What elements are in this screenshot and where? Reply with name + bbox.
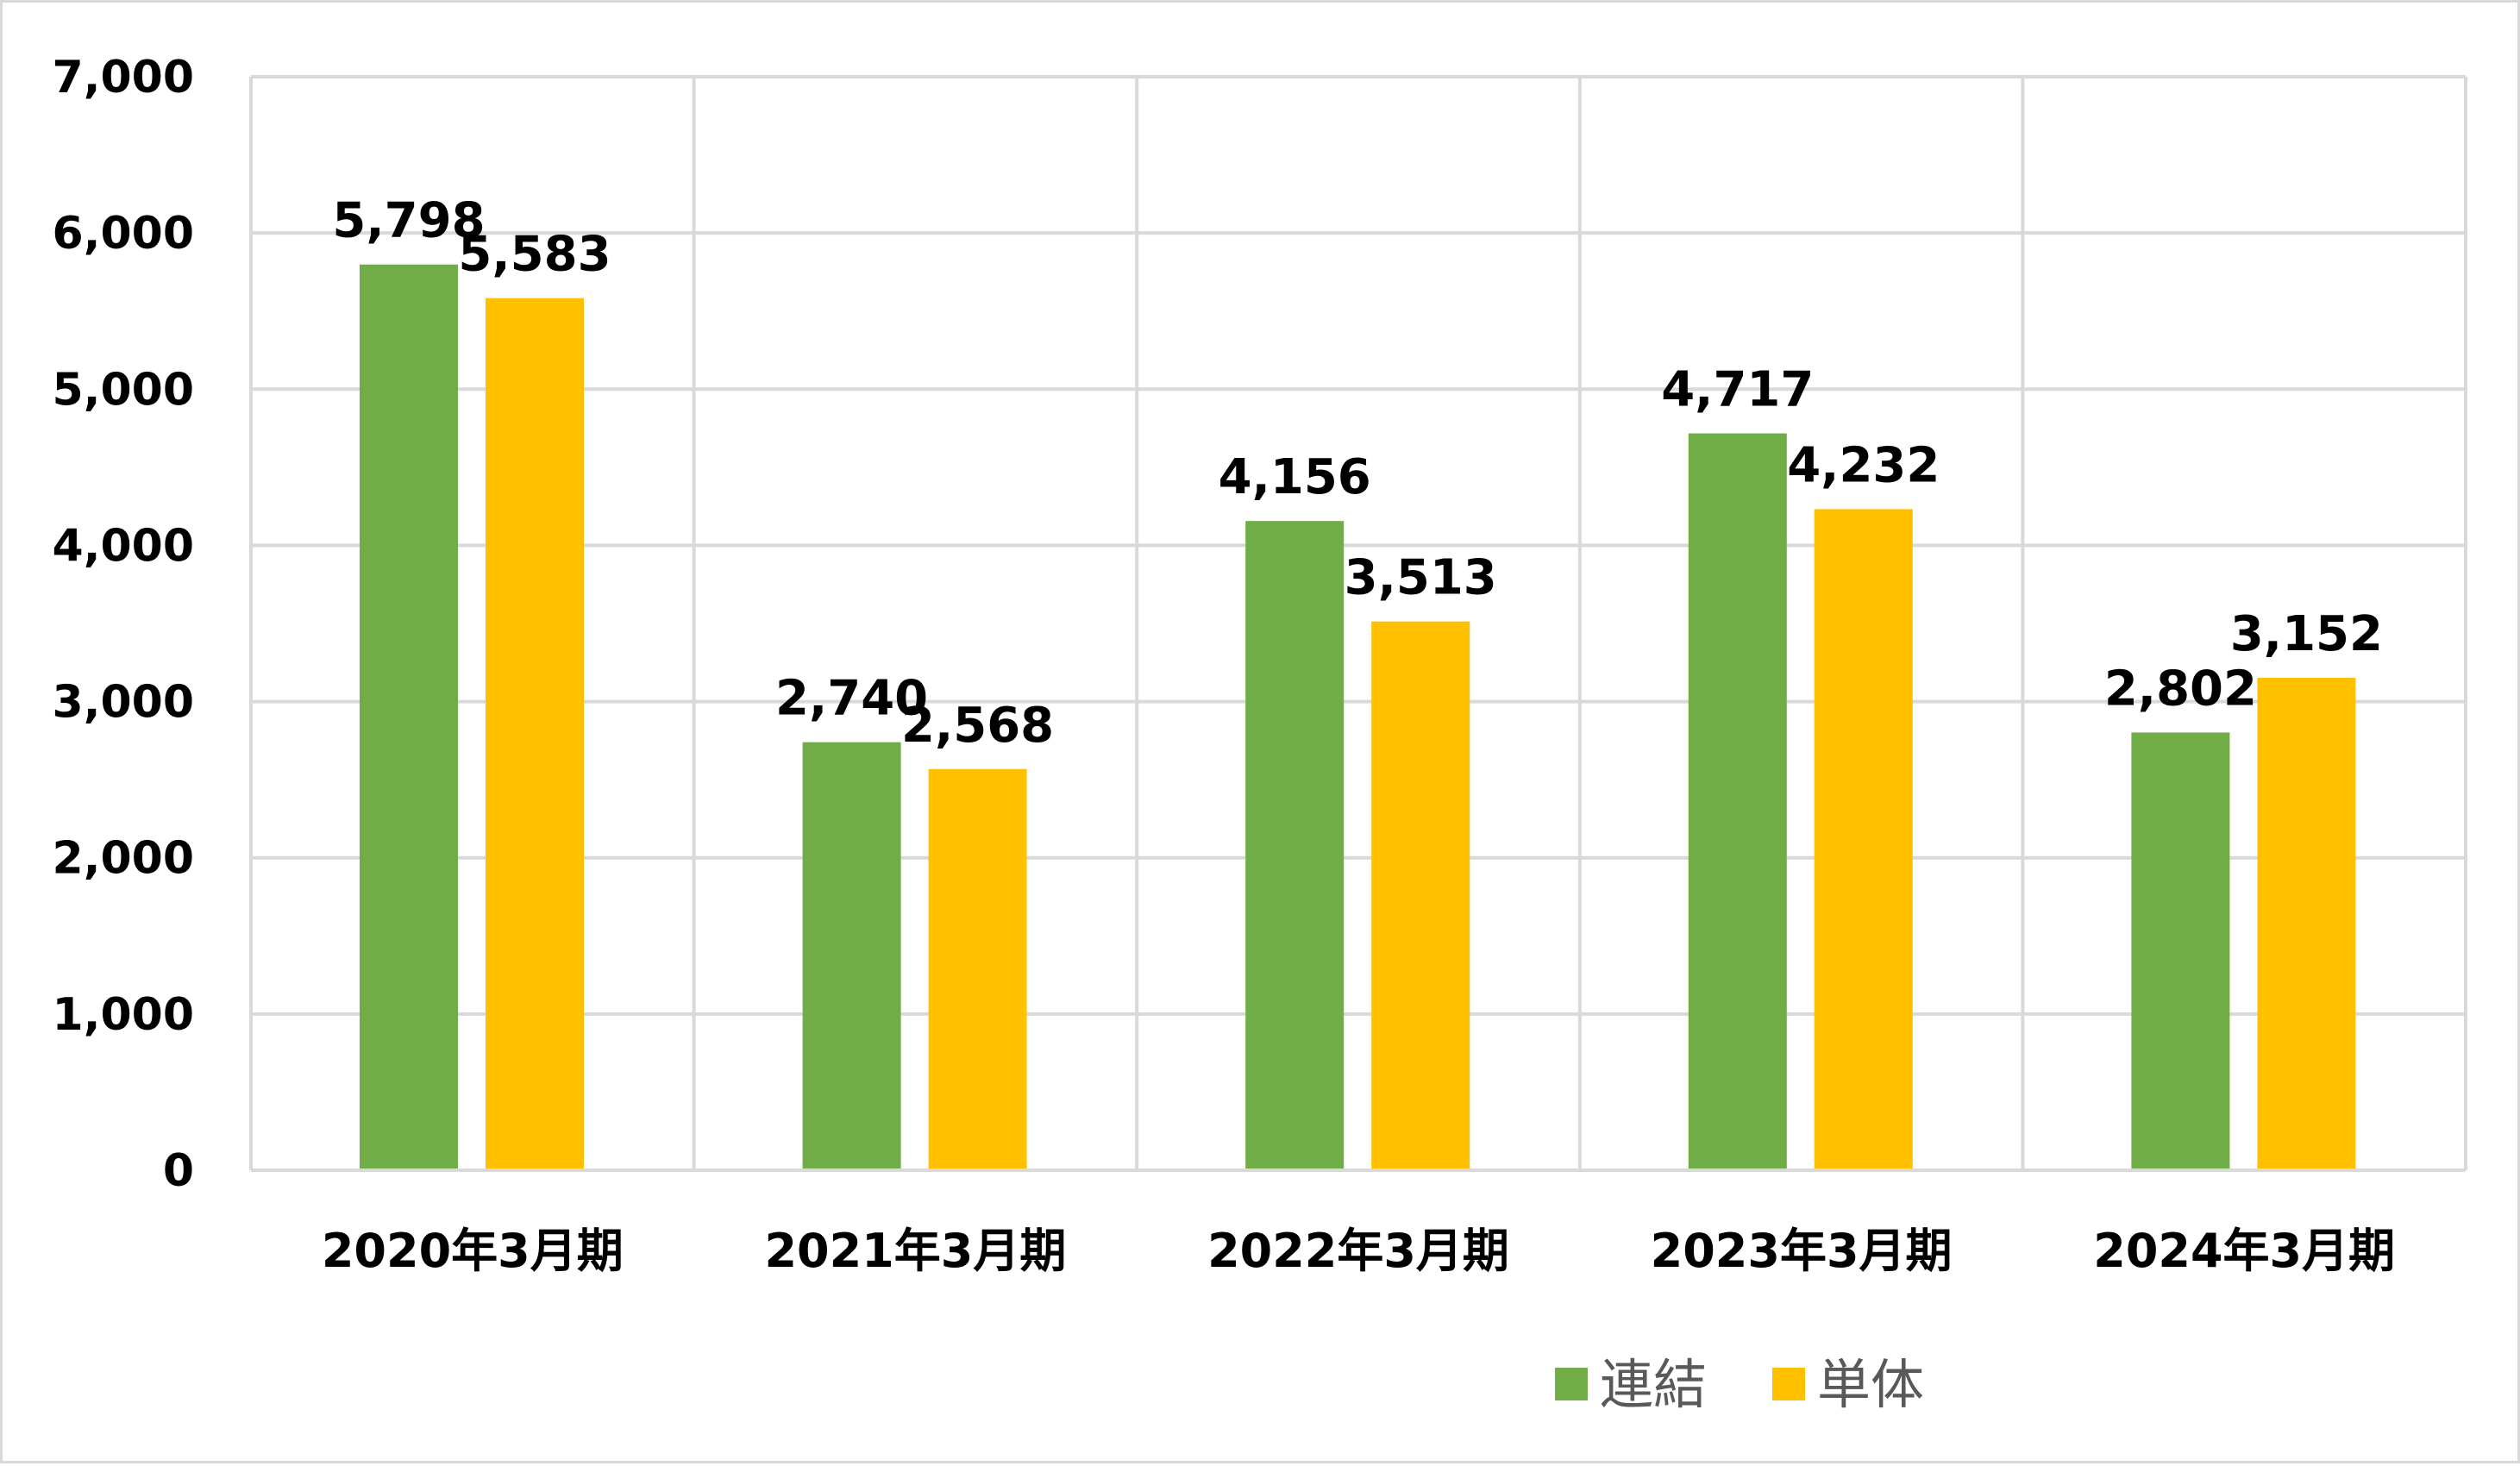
y-tick-label: 0 — [163, 1145, 194, 1197]
data-label: 4,717 — [1661, 362, 1814, 418]
y-tick-label: 2,000 — [53, 833, 194, 885]
bar-consolidated — [1688, 433, 1787, 1170]
x-tick-label: 2023年3月期 — [1651, 1224, 1953, 1278]
bar-standalone — [1371, 621, 1470, 1170]
axes: 0 1,000 2,000 3,000 4,000 5,000 6,000 7,000 2020… — [53, 52, 2466, 1278]
y-tick-label: 7,000 — [53, 52, 194, 103]
data-label: 4,156 — [1219, 449, 1371, 505]
y-tick-label: 3,000 — [53, 677, 194, 729]
bars — [360, 264, 2356, 1171]
bar-consolidated — [802, 742, 901, 1170]
legend-label: 単体 — [1817, 1353, 1924, 1416]
x-tick-label: 2024年3月期 — [2093, 1224, 2395, 1278]
x-tick-label: 2021年3月期 — [764, 1224, 1066, 1278]
bar-standalone — [1814, 509, 1913, 1170]
legend: 連結 単体 — [1555, 1353, 1924, 1416]
data-label: 4,232 — [1787, 437, 1940, 493]
data-label: 3,152 — [2230, 606, 2383, 662]
bar-consolidated — [2131, 732, 2230, 1170]
data-label: 2,568 — [901, 698, 1054, 754]
y-tick-label: 4,000 — [53, 520, 194, 572]
legend-label: 連結 — [1600, 1353, 1707, 1416]
y-tick-label: 1,000 — [53, 989, 194, 1041]
gridlines — [249, 75, 2467, 1172]
x-tick-label: 2022年3月期 — [1207, 1224, 1509, 1278]
data-label: 3,513 — [1345, 550, 1497, 606]
bar-standalone — [928, 768, 1027, 1170]
data-label: 2,740 — [775, 671, 928, 727]
bar-standalone — [486, 298, 584, 1170]
bar-consolidated — [360, 264, 458, 1171]
bar-standalone — [2257, 678, 2356, 1170]
legend-swatch — [1555, 1368, 1588, 1400]
y-tick-label: 5,000 — [53, 364, 194, 416]
y-tick-label: 6,000 — [53, 208, 194, 260]
legend-swatch — [1772, 1368, 1805, 1400]
bar-consolidated — [1245, 521, 1345, 1170]
data-label: 2,802 — [2104, 661, 2257, 717]
x-tick-label: 2020年3月期 — [322, 1224, 624, 1278]
data-label: 5,798 — [332, 193, 485, 249]
data-label: 5,583 — [458, 227, 611, 283]
